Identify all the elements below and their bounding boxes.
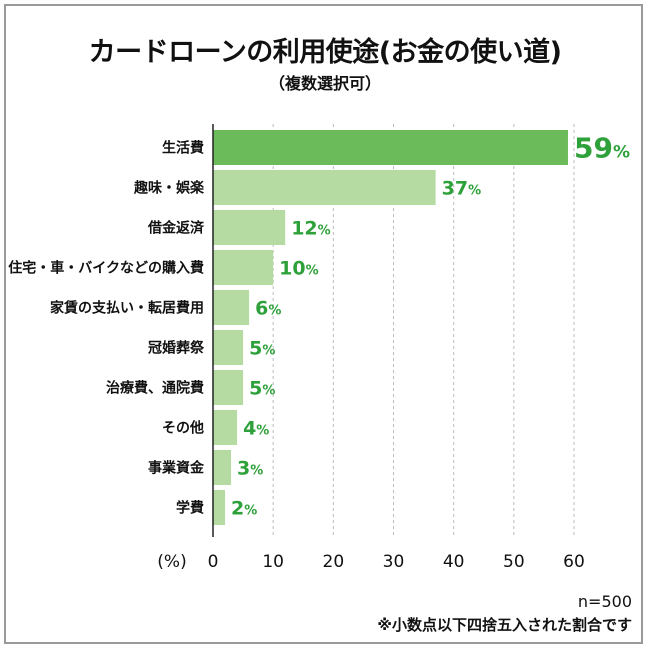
value-label: 3%: [237, 458, 263, 480]
value-label: 5%: [249, 338, 275, 360]
category-label: 学費: [176, 500, 204, 517]
sample-size: n=500: [577, 592, 632, 611]
bar: [213, 450, 232, 485]
x-tick-label: 60: [563, 552, 585, 572]
bar: [213, 410, 238, 445]
x-tick-label: 40: [443, 552, 465, 572]
category-label: 住宅・車・バイクなどの購入費: [8, 260, 204, 277]
bar: [213, 290, 250, 325]
x-tick-label: 0: [208, 552, 219, 572]
chart-frame: [4, 4, 643, 644]
value-label: 37%: [442, 178, 481, 200]
value-label: 59%: [574, 132, 630, 165]
x-tick-label: 20: [323, 552, 345, 572]
rounding-note: ※小数点以下四捨五入された割合です: [377, 616, 632, 634]
x-axis-unit-label: (%): [157, 552, 186, 572]
category-label: 治療費、通院費: [106, 380, 204, 397]
category-label: 生活費: [162, 140, 204, 157]
value-label: 6%: [255, 298, 281, 320]
value-label: 10%: [279, 258, 318, 280]
category-label: 冠婚葬祭: [148, 340, 205, 357]
bar: [213, 250, 274, 285]
value-label: 12%: [291, 218, 330, 240]
category-label: 借金返済: [147, 220, 205, 237]
x-tick-label: 30: [383, 552, 405, 572]
x-tick-label: 50: [503, 552, 525, 572]
bar: [213, 370, 244, 405]
category-label: その他: [162, 420, 204, 437]
bar: [213, 210, 286, 245]
value-label: 5%: [249, 378, 275, 400]
value-label: 2%: [231, 498, 257, 520]
bar: [213, 490, 226, 525]
category-label: 事業資金: [148, 460, 205, 477]
x-tick-label: 10: [262, 552, 284, 572]
bar: [213, 170, 436, 205]
category-label: 家賃の支払い・転居費用: [50, 300, 204, 317]
value-label: 4%: [243, 418, 269, 440]
category-label: 趣味・娯楽: [133, 180, 205, 197]
bar: [213, 330, 244, 365]
chart-title: カードローンの利用使途(お金の使い道): [88, 37, 562, 68]
chart-subtitle: （複数選択可）: [268, 74, 381, 93]
bar: [213, 130, 568, 165]
